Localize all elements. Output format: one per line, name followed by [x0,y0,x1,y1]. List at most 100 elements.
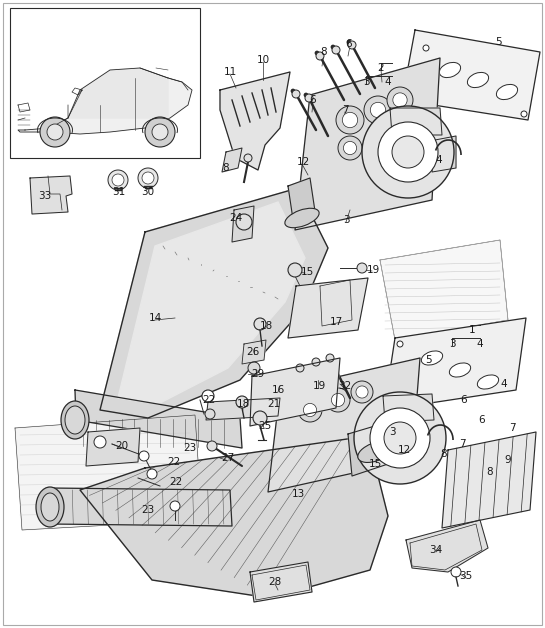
Circle shape [336,106,364,134]
Text: 29: 29 [251,369,265,379]
Polygon shape [442,432,536,528]
Circle shape [316,52,324,60]
Circle shape [236,396,248,408]
Text: 5: 5 [495,37,501,47]
Circle shape [338,136,362,160]
Text: 7: 7 [508,423,516,433]
Polygon shape [75,390,242,448]
Polygon shape [68,68,168,118]
Text: 35: 35 [459,571,473,581]
Text: 28: 28 [268,577,282,587]
Polygon shape [250,358,340,426]
Circle shape [423,45,429,51]
Circle shape [298,398,322,422]
Circle shape [312,358,320,366]
Circle shape [343,141,356,154]
Polygon shape [80,436,388,598]
Text: 7: 7 [342,105,348,115]
Circle shape [356,386,368,398]
Polygon shape [390,108,442,135]
Text: 3: 3 [343,215,349,225]
Text: 6: 6 [346,39,352,49]
Circle shape [254,318,266,330]
Bar [10,8,200,158]
Text: 5: 5 [425,355,431,365]
Circle shape [138,168,158,188]
Text: 22: 22 [167,457,180,467]
Ellipse shape [285,208,319,228]
Ellipse shape [421,351,443,365]
Polygon shape [206,398,280,420]
Circle shape [47,124,63,140]
Circle shape [304,403,317,416]
Polygon shape [250,562,312,602]
Circle shape [384,422,416,454]
Polygon shape [268,358,420,492]
Text: 6: 6 [479,415,485,425]
Polygon shape [288,178,316,226]
Circle shape [305,94,313,102]
Circle shape [370,408,430,468]
Circle shape [393,93,407,107]
Polygon shape [242,340,266,364]
Polygon shape [380,240,508,340]
Circle shape [94,436,106,448]
Ellipse shape [496,84,518,100]
Text: 6: 6 [310,95,316,105]
Circle shape [288,263,302,277]
Circle shape [139,451,149,461]
Text: 4: 4 [477,339,483,349]
Circle shape [236,214,252,230]
Text: 9: 9 [505,455,511,465]
Text: 18: 18 [259,321,272,331]
Text: 26: 26 [246,347,259,357]
Text: 22: 22 [202,395,216,405]
Ellipse shape [65,406,85,434]
Polygon shape [348,420,400,476]
Text: 8: 8 [487,467,493,477]
Circle shape [348,41,356,49]
Text: 22: 22 [169,477,183,487]
Text: 12: 12 [296,157,310,167]
Text: 12: 12 [397,445,410,455]
Text: 21: 21 [268,399,281,409]
Ellipse shape [358,441,392,462]
Circle shape [342,112,358,127]
Circle shape [362,106,454,198]
Polygon shape [15,415,202,530]
Text: 31: 31 [112,187,126,197]
Polygon shape [30,176,72,214]
Polygon shape [18,78,192,134]
Polygon shape [384,318,526,410]
Text: 1: 1 [469,325,475,335]
Text: 7: 7 [459,439,465,449]
Polygon shape [288,278,368,338]
Text: 33: 33 [38,191,52,201]
Text: 11: 11 [223,67,237,77]
Ellipse shape [449,363,471,377]
Text: 23: 23 [141,505,155,515]
Circle shape [147,469,157,479]
Text: 19: 19 [366,265,380,275]
Text: 25: 25 [258,421,271,431]
Text: 23: 23 [183,443,197,453]
Circle shape [331,393,344,406]
Ellipse shape [468,72,489,87]
Circle shape [332,46,340,54]
Text: 2: 2 [378,63,384,73]
Circle shape [378,122,438,182]
Text: 3: 3 [362,77,370,87]
Circle shape [202,390,214,402]
Text: 17: 17 [329,317,343,327]
Circle shape [397,341,403,347]
Text: 4: 4 [385,77,391,87]
Circle shape [292,90,300,98]
Circle shape [244,154,252,162]
Text: 19: 19 [312,381,325,391]
Text: 14: 14 [148,313,162,323]
Polygon shape [222,148,242,172]
Circle shape [205,409,215,419]
Text: 15: 15 [300,267,313,277]
Circle shape [108,170,128,190]
Polygon shape [220,72,290,170]
